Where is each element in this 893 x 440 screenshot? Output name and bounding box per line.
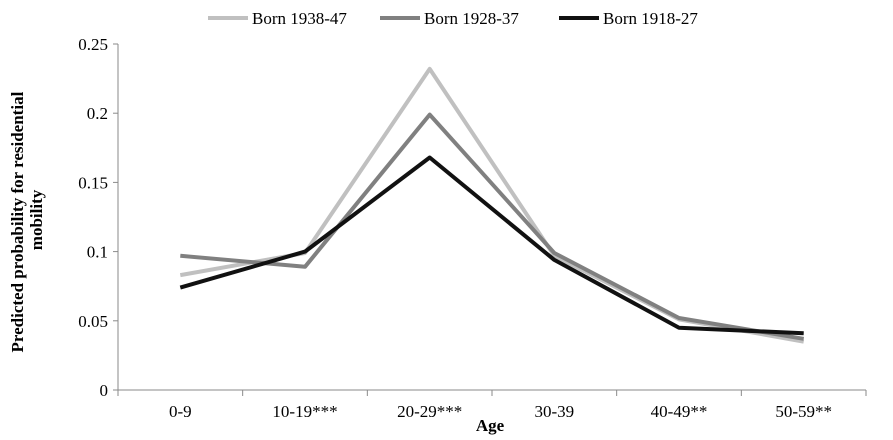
series-line-2 — [180, 112, 805, 341]
x-tick-label: 40-49** — [651, 402, 708, 421]
x-tick-label: 50-59** — [775, 402, 832, 421]
y-tick-label: 0.2 — [87, 104, 108, 123]
y-axis-title-line-2: mobility — [27, 189, 46, 250]
y-tick-label: 0.1 — [87, 243, 108, 262]
series-line-3 — [179, 155, 804, 336]
y-tick-label: 0.05 — [78, 312, 108, 331]
axes: 0 0.05 0.1 0.15 0.2 0.25 0-9 10-19*** 20-29*** 30… — [78, 35, 867, 421]
legend: Born 1938-47 Born 1928-37 Born 1918-27 — [208, 9, 698, 28]
x-axis-title: Age — [476, 416, 505, 435]
y-tick-label: 0.15 — [78, 173, 108, 192]
x-tick-label: 30-39 — [534, 402, 574, 421]
legend-label-3: Born 1918-27 — [603, 9, 698, 28]
series-line-1 — [179, 66, 805, 344]
x-tick-label: 20-29*** — [397, 402, 462, 421]
svg-text:Predicted probability for res: Predicted probability for residential mo… — [8, 87, 46, 352]
x-tick-label: 0-9 — [169, 402, 192, 421]
series-lines — [179, 66, 805, 344]
y-tick-label: 0.25 — [78, 35, 108, 54]
x-tick-label: 10-19*** — [272, 402, 337, 421]
legend-label-1: Born 1938-47 — [252, 9, 347, 28]
y-axis-title-line-1: Predicted probability for residential — [8, 91, 27, 352]
y-axis-title: Predicted probability for residential mo… — [8, 87, 46, 352]
legend-label-2: Born 1928-37 — [424, 9, 519, 28]
y-tick-label: 0 — [100, 381, 109, 400]
